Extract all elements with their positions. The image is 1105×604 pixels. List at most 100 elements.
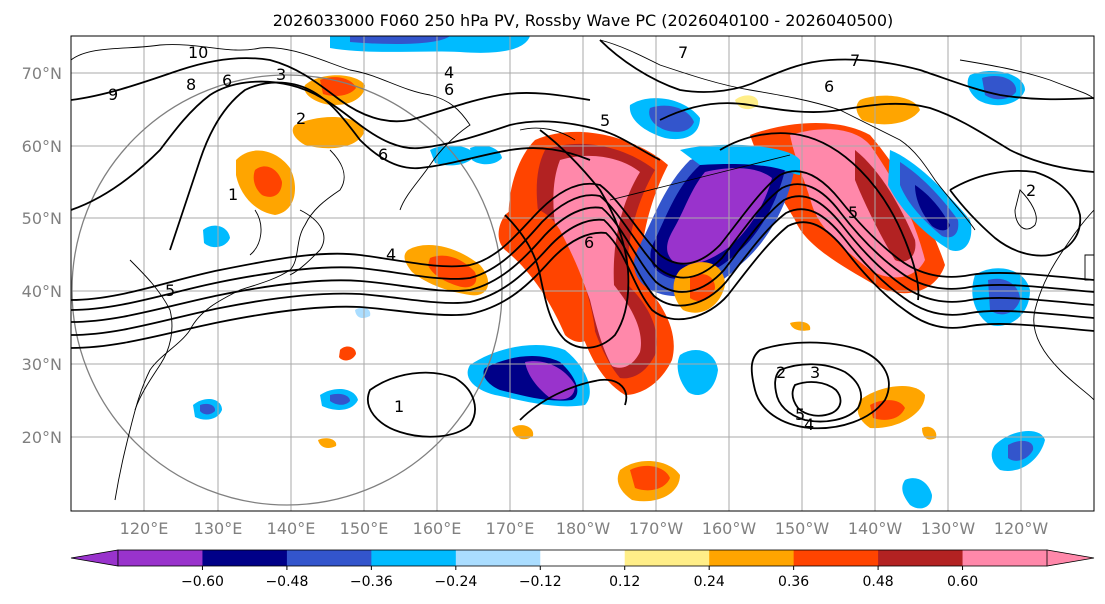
lon-label: 170°E (486, 519, 535, 538)
colorbar-extend-min (70, 549, 119, 567)
colorbar-segment (709, 550, 795, 566)
negative-anomaly-patch-tropic-a-core (330, 393, 350, 405)
contour-label: 3 (810, 363, 820, 382)
negative-anomaly-northeast-peak (915, 185, 950, 231)
colorbar-ticks: −0.60 −0.48 −0.36 −0.24 −0.12 0.12 0.24 0.36 0.4… (181, 566, 978, 590)
colorbar-segment (793, 550, 879, 566)
pv-anomaly-shading (193, 36, 1045, 509)
colorbar-tick-label: 0.36 (778, 574, 809, 590)
contour-label: 3 (276, 65, 286, 84)
negative-anomaly-patch-north-core (350, 36, 450, 44)
contour-north-4 (599, 39, 1094, 101)
colorbar-tick-label: −0.48 (265, 574, 308, 590)
contour-trough-west (504, 129, 630, 349)
negative-anomaly-patch-hawaii (677, 350, 718, 396)
lat-label: 60°N (22, 137, 62, 156)
colorbar-segment (371, 550, 457, 566)
contour-north-1 (71, 57, 591, 123)
contour-low-west (367, 371, 476, 438)
lon-label: 120°W (994, 519, 1049, 538)
contour-label: 2 (296, 109, 306, 128)
coast-alaska (519, 39, 976, 231)
contour-north-6 (949, 169, 1082, 257)
positive-anomaly-patch-okhotsk (292, 116, 365, 149)
colorbar: −0.60 −0.48 −0.36 −0.24 −0.12 0.12 0.24 0.36 0.4… (70, 549, 1095, 590)
positive-anomaly-patch-small-2 (790, 321, 811, 331)
map-area: 10 9 8 6 3 2 1 4 6 5 6 7 7 6 5 4 5 6 2 3… (71, 36, 1094, 511)
contour-label: 6 (222, 71, 232, 90)
positive-anomaly-patch-tropic-south-core (630, 465, 670, 491)
latitude-labels: 70°N 60°N 50°N 40°N 30°N 20°N (22, 64, 62, 447)
contour-label: 5 (165, 281, 175, 300)
contour-label: 6 (378, 145, 388, 164)
positive-anomaly-patch-small-3 (512, 425, 534, 440)
contour-jet-4 (71, 208, 1094, 336)
contour-label: 4 (804, 415, 814, 434)
positive-anomaly-west-edge (498, 206, 595, 342)
contour-label: 5 (600, 111, 610, 130)
contour-label: 6 (584, 233, 594, 252)
colorbar-tick-label: 0.12 (609, 574, 640, 590)
positive-anomaly-patch-small-4 (318, 438, 337, 448)
contour-label: 7 (850, 51, 860, 70)
contour-label: 7 (678, 43, 688, 62)
contour-label: 1 (394, 397, 404, 416)
contour-label: 2 (1026, 181, 1036, 200)
pv-contours (71, 39, 1094, 438)
lon-label: 120°E (120, 519, 169, 538)
coast-north-america (959, 59, 1094, 401)
colorbar-segment (118, 550, 203, 566)
negative-anomaly-patch-alaska-core (649, 105, 694, 132)
contour-label: 4 (444, 63, 454, 82)
colorbar-tick-label: −0.60 (181, 574, 224, 590)
contour-low-east-3 (791, 381, 842, 417)
colorbar-tick-label: −0.24 (434, 574, 477, 590)
contour-label: 10 (188, 43, 208, 62)
negative-anomaly-patch-south (902, 478, 932, 509)
figure-title: 2026033000 F060 250 hPa PV, Rossby Wave … (273, 11, 894, 30)
contour-label: 5 (795, 405, 805, 424)
lat-label: 50°N (22, 209, 62, 228)
colorbar-tick-label: 0.24 (694, 574, 725, 590)
contour-label: 6 (444, 80, 454, 99)
colorbar-segment (624, 550, 710, 566)
colorbar-frame (117, 549, 1048, 567)
contour-label: 8 (186, 75, 196, 94)
colorbar-segment (878, 550, 964, 566)
negative-anomaly-central-peak (667, 168, 772, 265)
colorbar-segments (70, 549, 1095, 567)
lat-label: 70°N (22, 64, 62, 83)
contour-jet-3 (71, 195, 1094, 323)
colorbar-tick-label: −0.36 (350, 574, 393, 590)
lon-label: 160°E (413, 519, 462, 538)
range-circle (71, 74, 503, 506)
lon-label: 150°E (340, 519, 389, 538)
contour-jet-2 (71, 183, 1094, 311)
lon-label: 140°E (267, 519, 316, 538)
colorbar-segment (962, 550, 1048, 566)
colorbar-segment (202, 550, 288, 566)
contour-low-east-2 (774, 363, 862, 423)
colorbar-tick-label: 0.48 (863, 574, 894, 590)
colorbar-segment (286, 550, 372, 566)
coast-aleutians (609, 154, 791, 201)
positive-anomaly-patch-small-5 (922, 426, 937, 440)
lon-label: 140°W (848, 519, 903, 538)
contour-north-3 (169, 81, 591, 251)
colorbar-tick-label: −0.12 (519, 574, 562, 590)
positive-anomaly-patch-small-6 (355, 307, 371, 318)
contour-jet-1 (71, 170, 1094, 301)
lon-label: 160°W (702, 519, 757, 538)
lon-label: 130°W (921, 519, 976, 538)
colorbar-segment (455, 550, 541, 566)
coastlines (71, 39, 1094, 501)
negative-anomaly-patch-tropic-b-core (200, 403, 216, 415)
colorbar-extend-max (1046, 549, 1095, 567)
contour-north-2 (71, 80, 661, 211)
positive-anomaly-patch-alaska (856, 95, 920, 125)
contour-label: 1 (228, 185, 238, 204)
negative-anomaly-patch-uswest-core (988, 278, 1020, 315)
positive-anomaly-east-dark (855, 150, 916, 262)
colorbar-tick-label: 0.60 (947, 574, 978, 590)
lon-label: 180°W (556, 519, 611, 538)
